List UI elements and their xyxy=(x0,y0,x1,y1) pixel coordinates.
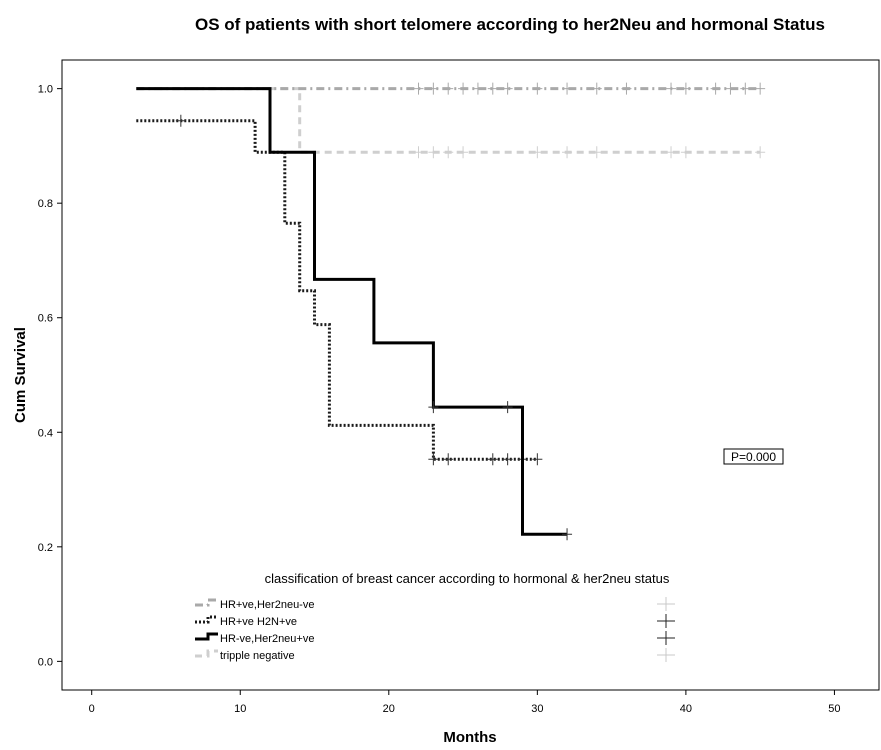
y-tick-label: 0.6 xyxy=(38,313,53,325)
x-tick-label: 50 xyxy=(828,703,840,715)
legend: classification of breast cancer accordin… xyxy=(195,571,675,662)
x-tick-label: 10 xyxy=(234,703,246,715)
survival-curve xyxy=(136,119,538,461)
legend-swatch xyxy=(195,598,218,607)
censor-mark xyxy=(621,82,632,95)
censor-mark xyxy=(710,82,721,95)
censor-mark xyxy=(680,146,691,159)
y-axis-label: Cum Survival xyxy=(12,327,29,423)
censor-mark xyxy=(428,453,439,466)
series-layer xyxy=(136,82,766,541)
x-tick-label: 0 xyxy=(89,703,95,715)
x-axis: 0 10 20 30 40 50 xyxy=(89,690,841,715)
censor-mark xyxy=(502,453,513,466)
censor-mark xyxy=(562,146,573,159)
censor-mark xyxy=(443,146,454,159)
censor-mark xyxy=(443,453,454,466)
censor-mark xyxy=(666,146,677,159)
chart-title: OS of patients with short telomere accor… xyxy=(195,15,825,34)
censor-mark xyxy=(428,82,439,95)
legend-label: HR+ve H2N+ve xyxy=(220,616,297,628)
censor-mark xyxy=(666,82,677,95)
y-axis: 0.0 0.2 0.4 0.6 0.8 1.0 xyxy=(38,84,62,668)
censor-mark xyxy=(487,453,498,466)
censor-mark xyxy=(458,82,469,95)
censor-mark xyxy=(428,401,439,414)
censor-mark xyxy=(680,82,691,95)
censor-mark xyxy=(725,82,736,95)
legend-censor-mark xyxy=(657,614,675,628)
censor-mark xyxy=(413,82,424,95)
censor-mark xyxy=(502,82,513,95)
legend-item: HR+ve H2N+ve xyxy=(195,614,675,628)
censor-mark xyxy=(562,528,573,541)
censor-mark xyxy=(458,146,469,159)
legend-censor-mark xyxy=(657,648,675,662)
y-tick-label: 0.2 xyxy=(38,542,53,554)
series-hr-ve-her2neu-ve xyxy=(136,87,573,541)
legend-swatch xyxy=(195,649,218,658)
legend-item: HR+ve,Her2neu-ve xyxy=(195,597,675,611)
legend-item: tripple negative xyxy=(195,648,675,662)
censor-mark xyxy=(591,146,602,159)
legend-swatch xyxy=(195,615,218,624)
p-value-text: P=0.000 xyxy=(731,450,776,464)
survival-curve xyxy=(136,87,761,154)
censor-mark xyxy=(755,82,766,95)
censor-mark xyxy=(591,82,602,95)
legend-censor-mark xyxy=(657,597,675,611)
x-axis-label: Months xyxy=(443,729,496,746)
censor-mark xyxy=(175,114,186,127)
legend-item: HR-ve,Her2neu+ve xyxy=(195,631,675,645)
plot-frame xyxy=(61,59,880,691)
p-value-box xyxy=(723,448,784,465)
censor-mark xyxy=(487,82,498,95)
legend-title: classification of breast cancer accordin… xyxy=(265,571,670,586)
censor-mark xyxy=(428,146,439,159)
legend-label: tripple negative xyxy=(220,650,295,662)
series-tripple-negative xyxy=(136,87,766,159)
series-hr-ve-h2n-ve xyxy=(136,114,543,466)
censor-mark xyxy=(413,146,424,159)
legend-label: HR+ve,Her2neu-ve xyxy=(220,599,314,611)
x-tick-label: 30 xyxy=(531,703,543,715)
legend-censor-mark xyxy=(657,631,675,645)
y-tick-label: 0.4 xyxy=(38,427,53,439)
censor-mark xyxy=(740,82,751,95)
censor-mark xyxy=(562,82,573,95)
censor-mark xyxy=(502,401,513,414)
y-tick-label: 0.0 xyxy=(38,656,53,668)
y-tick-label: 0.8 xyxy=(38,198,53,210)
censor-mark xyxy=(472,82,483,95)
censor-mark xyxy=(532,82,543,95)
censor-mark xyxy=(443,82,454,95)
p-value-annotation: P=0.000 xyxy=(723,448,784,465)
censor-mark xyxy=(532,453,543,466)
legend-label: HR-ve,Her2neu+ve xyxy=(220,633,314,645)
censor-mark xyxy=(532,146,543,159)
x-tick-label: 40 xyxy=(680,703,692,715)
legend-swatch xyxy=(195,632,218,641)
y-tick-label: 1.0 xyxy=(38,84,53,96)
survival-curve xyxy=(136,87,568,536)
censor-mark xyxy=(755,146,766,159)
x-tick-label: 20 xyxy=(383,703,395,715)
